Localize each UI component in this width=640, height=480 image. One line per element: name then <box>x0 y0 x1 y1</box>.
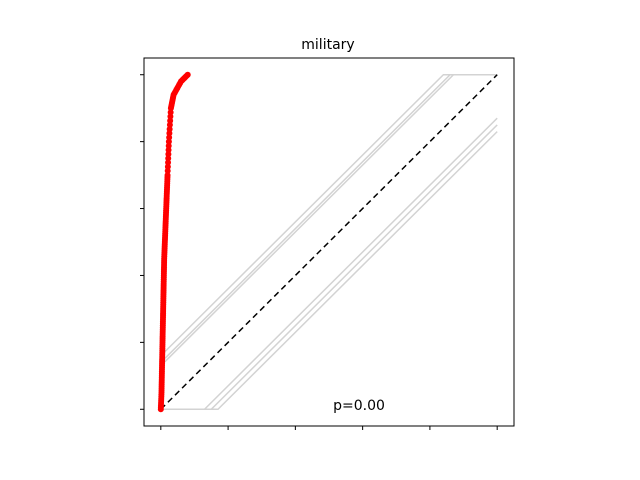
p-value-annotation: p=0.00 <box>333 398 385 414</box>
plot-area <box>140 57 515 430</box>
axes-frame <box>143 57 515 427</box>
data-point <box>184 71 191 78</box>
chart-title: military <box>301 37 354 53</box>
reference-diagonal-line <box>160 74 498 410</box>
confidence-band-line <box>160 131 498 411</box>
confidence-band-line <box>160 73 498 367</box>
